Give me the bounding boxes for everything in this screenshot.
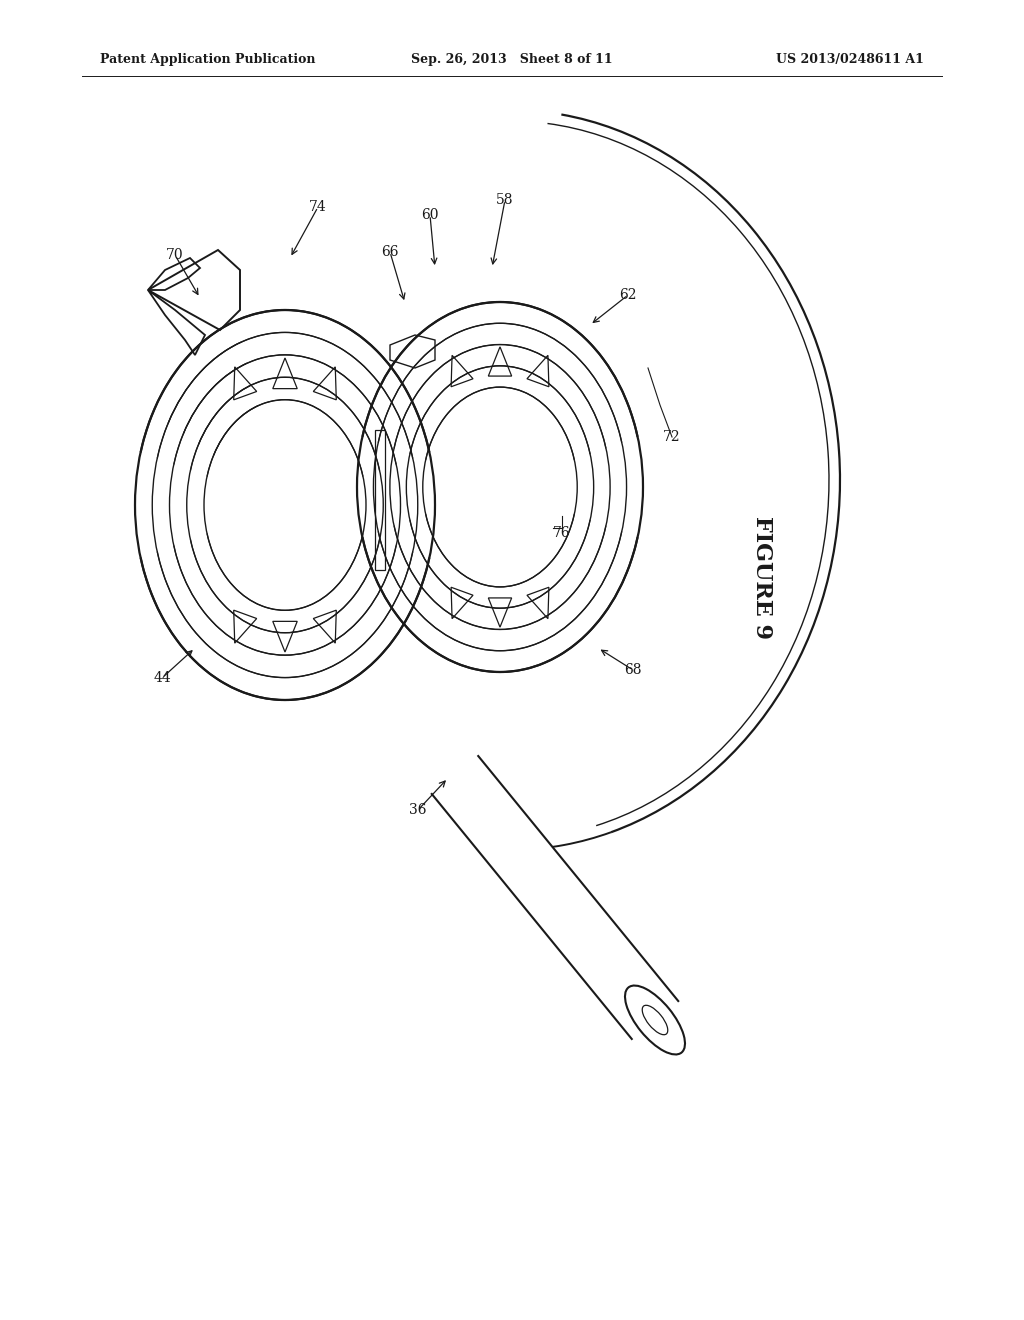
Text: 62: 62: [620, 288, 637, 302]
Text: 44: 44: [154, 671, 171, 685]
Text: 66: 66: [381, 246, 398, 259]
Text: 58: 58: [497, 193, 514, 207]
Text: 74: 74: [309, 201, 327, 214]
Text: Sep. 26, 2013   Sheet 8 of 11: Sep. 26, 2013 Sheet 8 of 11: [412, 54, 612, 66]
Text: 76: 76: [553, 525, 570, 540]
Text: Patent Application Publication: Patent Application Publication: [100, 54, 315, 66]
Text: 60: 60: [421, 209, 438, 222]
Text: 70: 70: [166, 248, 184, 261]
Text: FIGURE 9: FIGURE 9: [751, 516, 773, 639]
Text: 68: 68: [625, 663, 642, 677]
Text: US 2013/0248611 A1: US 2013/0248611 A1: [776, 54, 924, 66]
Ellipse shape: [625, 986, 685, 1055]
Text: 72: 72: [664, 430, 681, 444]
Polygon shape: [432, 756, 678, 1039]
Text: 36: 36: [410, 803, 427, 817]
